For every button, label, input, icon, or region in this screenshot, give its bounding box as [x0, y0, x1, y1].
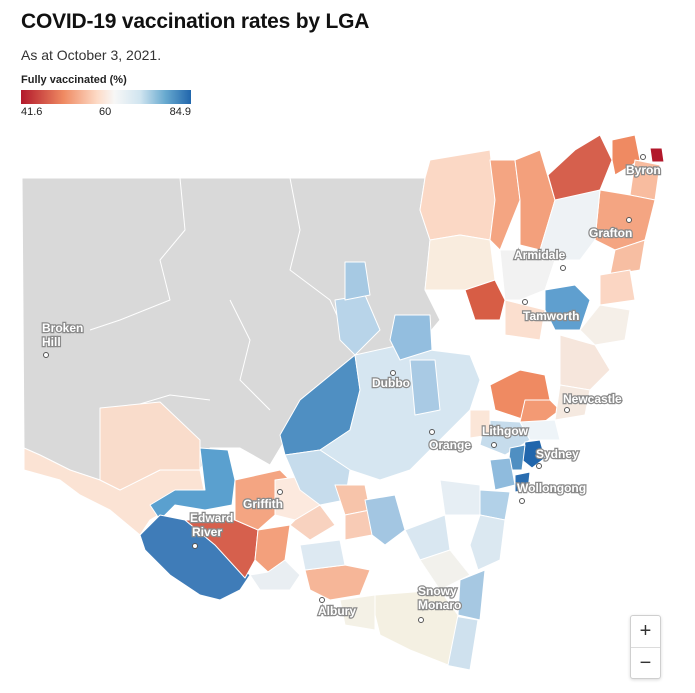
region-nambucca[interactable] [599, 269, 636, 306]
region-gilgandra[interactable] [344, 261, 371, 301]
region-wollondilly[interactable] [489, 457, 516, 491]
region-tamworth[interactable] [544, 284, 591, 331]
region-byron[interactable] [649, 147, 665, 163]
region-lockhart[interactable] [299, 539, 346, 571]
town-marker [43, 352, 49, 358]
label-armidale: Armidale [514, 248, 566, 262]
legend-gradient [21, 90, 191, 104]
region-wagga[interactable] [364, 494, 406, 546]
town-marker [522, 299, 528, 305]
region-coffs[interactable] [609, 239, 646, 276]
label-wollongong: Wollongong [517, 481, 586, 495]
legend-min-label: 41.6 [21, 106, 43, 118]
region-eurobodalla[interactable] [457, 569, 486, 621]
region-leeton[interactable] [289, 504, 336, 541]
label-snowy-monaro-1: Snowy [418, 584, 457, 598]
region-goulburn[interactable] [439, 479, 481, 516]
label-albury: Albury [318, 604, 356, 618]
region-forbes[interactable] [284, 449, 351, 506]
town-marker [319, 597, 325, 603]
label-broken-hill-2: Hill [42, 335, 61, 349]
region-clarence-valley[interactable] [594, 189, 656, 251]
region-muswellbrook[interactable] [519, 399, 561, 426]
legend-ticks: 41.6 60 84.9 [21, 104, 191, 118]
label-grafton: Grafton [589, 226, 632, 240]
town-marker [626, 217, 632, 223]
town-marker [640, 154, 646, 160]
region-dubbo[interactable] [389, 314, 433, 361]
town-marker [277, 489, 283, 495]
region-balranald[interactable] [149, 447, 236, 521]
region-bogan[interactable] [409, 359, 441, 416]
region-inverell[interactable] [489, 159, 521, 251]
label-dubbo: Dubbo [372, 376, 410, 390]
color-legend: Fully vaccinated (%) 41.6 60 84.9 [21, 74, 191, 118]
region-port-macquarie[interactable] [579, 304, 631, 346]
town-marker [192, 543, 198, 549]
town-marker [418, 617, 424, 623]
region-gunnedah[interactable] [464, 279, 506, 321]
lga-boundary [89, 177, 356, 411]
map-subtitle: As at October 3, 2021. [21, 47, 162, 63]
zoom-in-button[interactable]: + [639, 620, 652, 642]
town-marker [536, 463, 542, 469]
zoom-out-button[interactable]: − [631, 647, 660, 679]
region-newcastle[interactable] [554, 384, 591, 421]
legend-mid-label: 60 [99, 106, 112, 118]
label-lithgow: Lithgow [482, 424, 529, 438]
label-snowy-monaro-2: Monaro [418, 598, 461, 612]
town-marker [564, 407, 570, 413]
town-marker [390, 370, 396, 376]
zoom-control: + − [630, 615, 661, 679]
label-broken-hill-1: Broken [42, 321, 83, 335]
region-snowy-monaro[interactable] [374, 589, 459, 666]
region-snowy-valleys[interactable] [339, 594, 376, 631]
region-berrigan[interactable] [249, 559, 301, 591]
region-murray-river[interactable] [139, 514, 251, 601]
label-tamworth: Tamworth [523, 309, 579, 323]
region-wollongong[interactable] [514, 471, 531, 493]
label-byron: Byron [626, 163, 661, 177]
region-shoalhaven[interactable] [469, 514, 506, 571]
region-central-west[interactable] [319, 344, 481, 481]
region-mid-coast[interactable] [559, 334, 611, 391]
label-edward-river-1: Edward [190, 511, 233, 525]
region-moree[interactable] [419, 149, 496, 241]
label-orange: Orange [429, 438, 471, 452]
region-greater-hume[interactable] [304, 564, 371, 601]
label-newcastle: Newcastle [563, 392, 622, 406]
region-walcha[interactable] [504, 299, 546, 341]
town-marker [429, 429, 435, 435]
region-lithgow[interactable] [469, 409, 491, 439]
legend-title: Fully vaccinated (%) [21, 74, 127, 86]
map-title: COVID-19 vaccination rates by LGA [21, 10, 370, 33]
region-kyogle[interactable] [611, 134, 641, 176]
label-sydney: Sydney [536, 447, 579, 461]
label-edward-river-2: River [192, 525, 222, 539]
town-marker [491, 442, 497, 448]
region-narrabri[interactable] [424, 234, 496, 291]
town-marker [519, 498, 525, 504]
region-queanbeyan[interactable] [419, 549, 471, 591]
legend-max-label: 84.9 [169, 106, 191, 118]
label-griffith: Griffith [243, 497, 283, 511]
region-cobar[interactable] [99, 401, 201, 491]
town-marker [560, 265, 566, 271]
